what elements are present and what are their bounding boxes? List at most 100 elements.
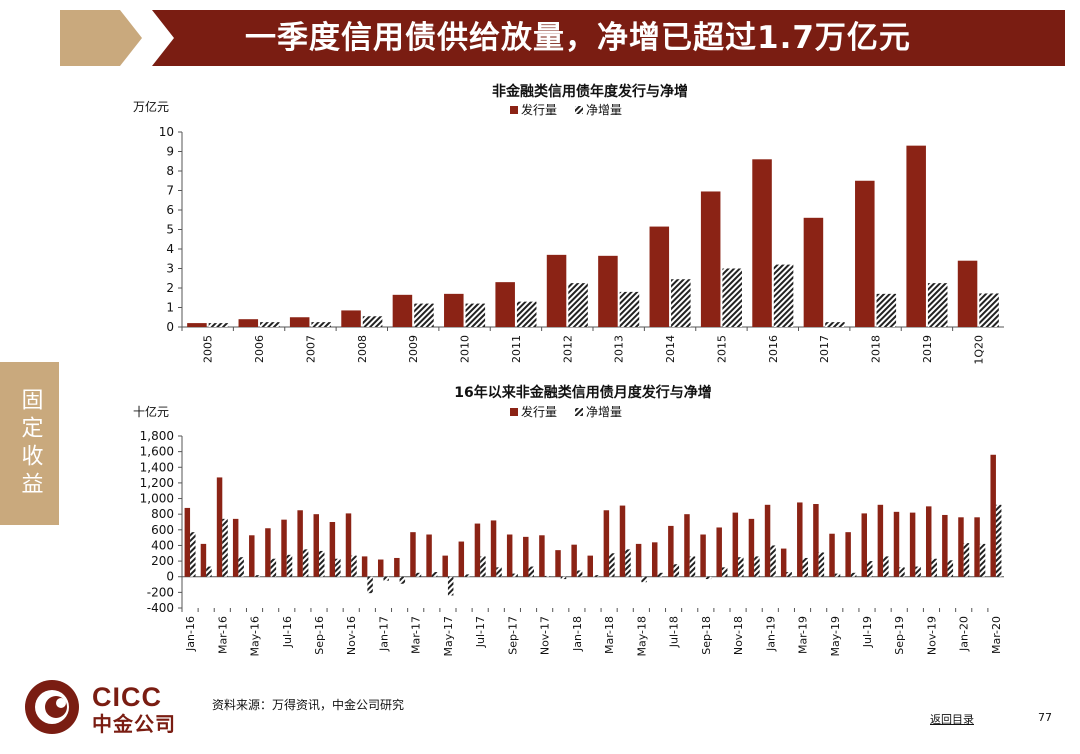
x-tick-label: Nov-19	[925, 616, 938, 655]
legend-swatch-net	[575, 408, 583, 416]
x-tick-label: Mar-19	[797, 616, 810, 654]
y-tick-label: 8	[166, 164, 174, 178]
bar-issuance-2011	[495, 282, 515, 327]
bar-net-2010	[465, 303, 486, 327]
title-banner-shape	[60, 10, 1065, 66]
bar-net-2011	[516, 301, 537, 327]
bar-issuance-Dec-18	[748, 518, 755, 577]
x-tick-label: 2018	[870, 335, 883, 363]
y-tick-label: 1,200	[140, 476, 174, 490]
chart-2-ylabel: 十亿元	[133, 404, 169, 419]
bar-net-Dec-16	[367, 576, 373, 594]
bar-issuance-Jan-18	[571, 544, 577, 577]
chart-2-title: 16年以来非金融类信用债月度发行与净增	[454, 384, 711, 401]
bar-net-Jul-17	[480, 556, 486, 577]
bar-net-Jan-20	[963, 543, 970, 577]
bar-net-Dec-17	[560, 576, 567, 580]
bar-issuance-Oct-18	[716, 527, 722, 577]
bar-issuance-2019	[906, 145, 926, 327]
logo-wordmark-cn: 中金公司	[92, 712, 176, 736]
x-tick-label: Mar-20	[990, 616, 1003, 654]
y-tick-label: -400	[147, 601, 174, 615]
bar-issuance-Jan-19	[764, 504, 771, 577]
bar-issuance-Jul-16	[281, 519, 287, 577]
y-tick-label: 6	[166, 203, 174, 217]
x-tick-label: 2012	[561, 335, 574, 363]
bar-issuance-2016	[752, 159, 772, 327]
legend-swatch-issuance	[510, 106, 518, 114]
section-tab[interactable]: 固定收益	[0, 362, 59, 525]
bar-net-Jan-18	[576, 570, 583, 577]
bar-net-Aug-18	[689, 556, 696, 577]
bar-issuance-Feb-16	[200, 543, 207, 577]
y-tick-label: 1,400	[140, 460, 174, 474]
bar-issuance-Apr-18	[619, 505, 626, 577]
bar-net-Feb-17	[399, 576, 406, 584]
y-tick-label: 7	[166, 184, 174, 198]
bar-net-Mar-18	[609, 553, 615, 577]
bar-issuance-Oct-19	[909, 512, 916, 577]
bar-issuance-Apr-19	[813, 504, 819, 577]
bar-issuance-May-17	[442, 555, 448, 577]
bar-net-Nov-19	[931, 558, 937, 577]
bar-net-2012	[568, 283, 588, 327]
bar-issuance-Jun-19	[845, 532, 851, 577]
bar-net-Apr-16	[238, 557, 244, 577]
bar-issuance-Jul-19	[861, 513, 867, 577]
back-to-toc-link[interactable]: 返回目录	[930, 713, 974, 726]
bar-issuance-2010	[444, 293, 464, 327]
bar-net-1Q20	[979, 293, 999, 327]
bar-issuance-2012	[546, 254, 567, 327]
source-note: 资料来源：万得资讯，中金公司研究	[212, 698, 405, 712]
bar-issuance-Sep-18	[700, 534, 706, 577]
bar-issuance-Nov-16	[345, 513, 352, 577]
bar-issuance-Jan-20	[958, 517, 964, 577]
bar-issuance-Feb-17	[394, 557, 400, 577]
bar-net-Feb-19	[786, 572, 792, 577]
bar-net-2014	[671, 279, 691, 327]
bar-issuance-Mar-17	[410, 532, 416, 577]
y-tick-label: 600	[151, 523, 174, 537]
bar-issuance-Jul-18	[668, 525, 674, 577]
chart-1-ylabel: 万亿元	[133, 99, 169, 114]
bar-net-Nov-17	[544, 575, 551, 577]
bar-issuance-Mar-16	[216, 477, 223, 577]
bar-issuance-Dec-19	[942, 514, 948, 577]
x-tick-label: May-16	[249, 616, 262, 657]
cicc-logo-mark	[25, 680, 79, 734]
x-tick-label: Jul-19	[861, 616, 874, 648]
bar-issuance-May-19	[829, 533, 835, 577]
bar-net-May-17	[447, 576, 454, 596]
bar-net-2006	[260, 322, 280, 327]
bar-net-Apr-17	[431, 572, 438, 577]
bar-issuance-Feb-19	[780, 548, 787, 577]
bar-net-Oct-16	[335, 558, 341, 577]
y-tick-label: 9	[166, 145, 174, 159]
bar-net-Mar-16	[222, 518, 228, 577]
bar-net-2007	[311, 322, 331, 327]
bar-issuance-Jan-17	[377, 559, 384, 577]
bar-net-2019	[927, 283, 948, 327]
bar-issuance-Apr-17	[426, 534, 432, 577]
x-tick-label: Sep-19	[893, 616, 906, 655]
y-tick-label: 10	[159, 125, 174, 139]
x-tick-label: Jan-16	[184, 616, 197, 652]
bar-net-2013	[619, 291, 640, 327]
bar-net-Jan-17	[383, 576, 389, 581]
bar-issuance-Aug-16	[297, 510, 303, 577]
y-tick-label: 5	[166, 223, 174, 237]
x-tick-label: 2008	[356, 335, 369, 363]
bar-net-2009	[414, 303, 434, 327]
x-tick-label: Jul-17	[474, 616, 487, 648]
bar-issuance-Nov-18	[732, 512, 739, 577]
bar-net-2018	[876, 293, 897, 327]
bar-net-Mar-17	[415, 572, 422, 577]
bar-net-Feb-18	[593, 575, 599, 577]
bar-issuance-May-18	[635, 543, 642, 577]
bar-net-Nov-18	[738, 557, 744, 577]
bar-issuance-Oct-16	[329, 522, 336, 577]
bar-net-Aug-17	[496, 567, 502, 577]
bar-net-2017	[825, 322, 845, 327]
bar-issuance-2013	[598, 255, 618, 327]
